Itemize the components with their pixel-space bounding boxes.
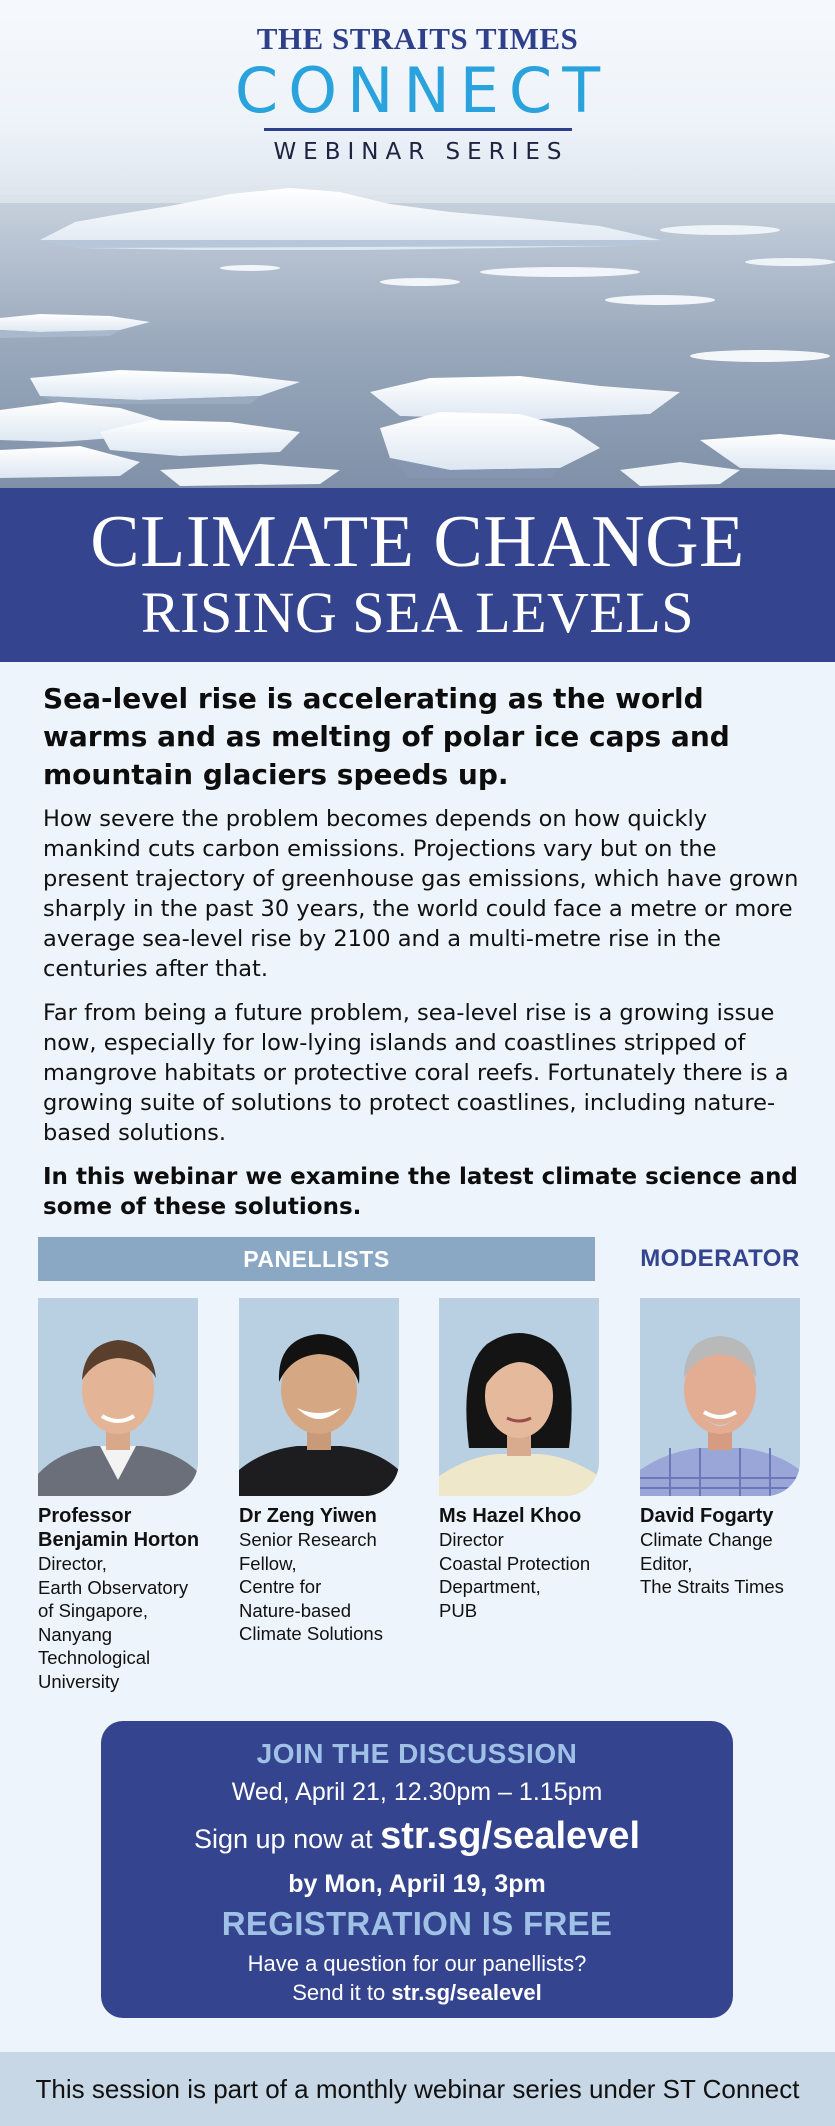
article-body: Sea-level rise is accelerating as the wo… [43,680,803,1222]
portrait-photo [439,1298,599,1496]
lead-paragraph: Sea-level rise is accelerating as the wo… [43,682,730,791]
send-text: Send it to [292,1980,392,2005]
publication-name: THE STRAITS TIMES [256,21,579,56]
person-portrait-icon [239,1334,399,1496]
body-paragraph-1: How severe the problem becomes depends o… [43,806,799,982]
brand-masthead: THE STRAITS TIMES CONNECT WEBINAR SERIES [0,21,835,166]
send-question-line: Send it to str.sg/sealevel [101,1978,733,2007]
panellists-header: PANELLISTS [38,1237,595,1281]
person-name: David Fogarty [640,1505,774,1527]
portrait-photo [640,1298,800,1496]
moderator-card: David Fogarty Climate Change Editor, The… [640,1298,810,1599]
panellist-card: Dr Zeng Yiwen Senior Research Fellow, Ce… [239,1298,409,1646]
footer-note: This session is part of a monthly webina… [0,2052,835,2126]
person-name: Ms Hazel Khoo [439,1505,582,1527]
moderator-header: MODERATOR [640,1245,800,1272]
person-portrait-icon [439,1333,599,1496]
hero-image: THE STRAITS TIMES CONNECT WEBINAR SERIES [0,0,835,488]
person-portrait-icon [640,1336,800,1496]
closing-paragraph: In this webinar we examine the latest cl… [43,1164,798,1220]
arctic-ice-illustration [0,185,835,488]
title-sub: RISING SEA LEVELS [140,580,695,645]
person-name: Professor Benjamin Horton [38,1505,200,1551]
person-role: Senior Research Fellow, Centre for Natur… [239,1529,383,1644]
join-heading: JOIN THE DISCUSSION [256,1738,578,1769]
signup-link[interactable]: str.sg/sealevel [380,1815,640,1857]
person-role: Director Coastal Protection Department, … [439,1529,591,1621]
signup-text: Sign up now at [194,1824,381,1854]
person-portrait-icon [38,1340,198,1496]
signup-deadline: by Mon, April 19, 3pm [288,1870,546,1898]
panellist-card: Professor Benjamin Horton Director, Eart… [38,1298,208,1693]
series-label: WEBINAR SERIES [273,139,569,165]
portrait-photo [239,1298,399,1496]
question-prompt: Have a question for our panellists? [247,1951,587,1976]
connect-wordmark: CONNECT [234,54,611,127]
send-question-link[interactable]: str.sg/sealevel [391,1980,542,2005]
registration-box: JOIN THE DISCUSSION Wed, April 21, 12.30… [101,1721,733,2018]
registration-free-label: REGISTRATION IS FREE [221,1905,613,1942]
person-role: Director, Earth Observatory of Singapore… [38,1553,189,1692]
portrait-photo [38,1298,198,1496]
brand-divider [263,128,572,131]
person-role: Climate Change Editor, The Straits Times [640,1529,784,1597]
person-name: Dr Zeng Yiwen [239,1505,377,1527]
panellist-card: Ms Hazel Khoo Director Coastal Protectio… [439,1298,609,1622]
signup-line: Sign up now at str.sg/sealevel [101,1815,733,1865]
title-band: CLIMATE CHANGE RISING SEA LEVELS [0,488,835,662]
title-main: CLIMATE CHANGE [90,501,745,583]
event-datetime: Wed, April 21, 12.30pm – 1.15pm [231,1778,603,1806]
body-paragraph-2: Far from being a future problem, sea-lev… [43,1000,789,1146]
